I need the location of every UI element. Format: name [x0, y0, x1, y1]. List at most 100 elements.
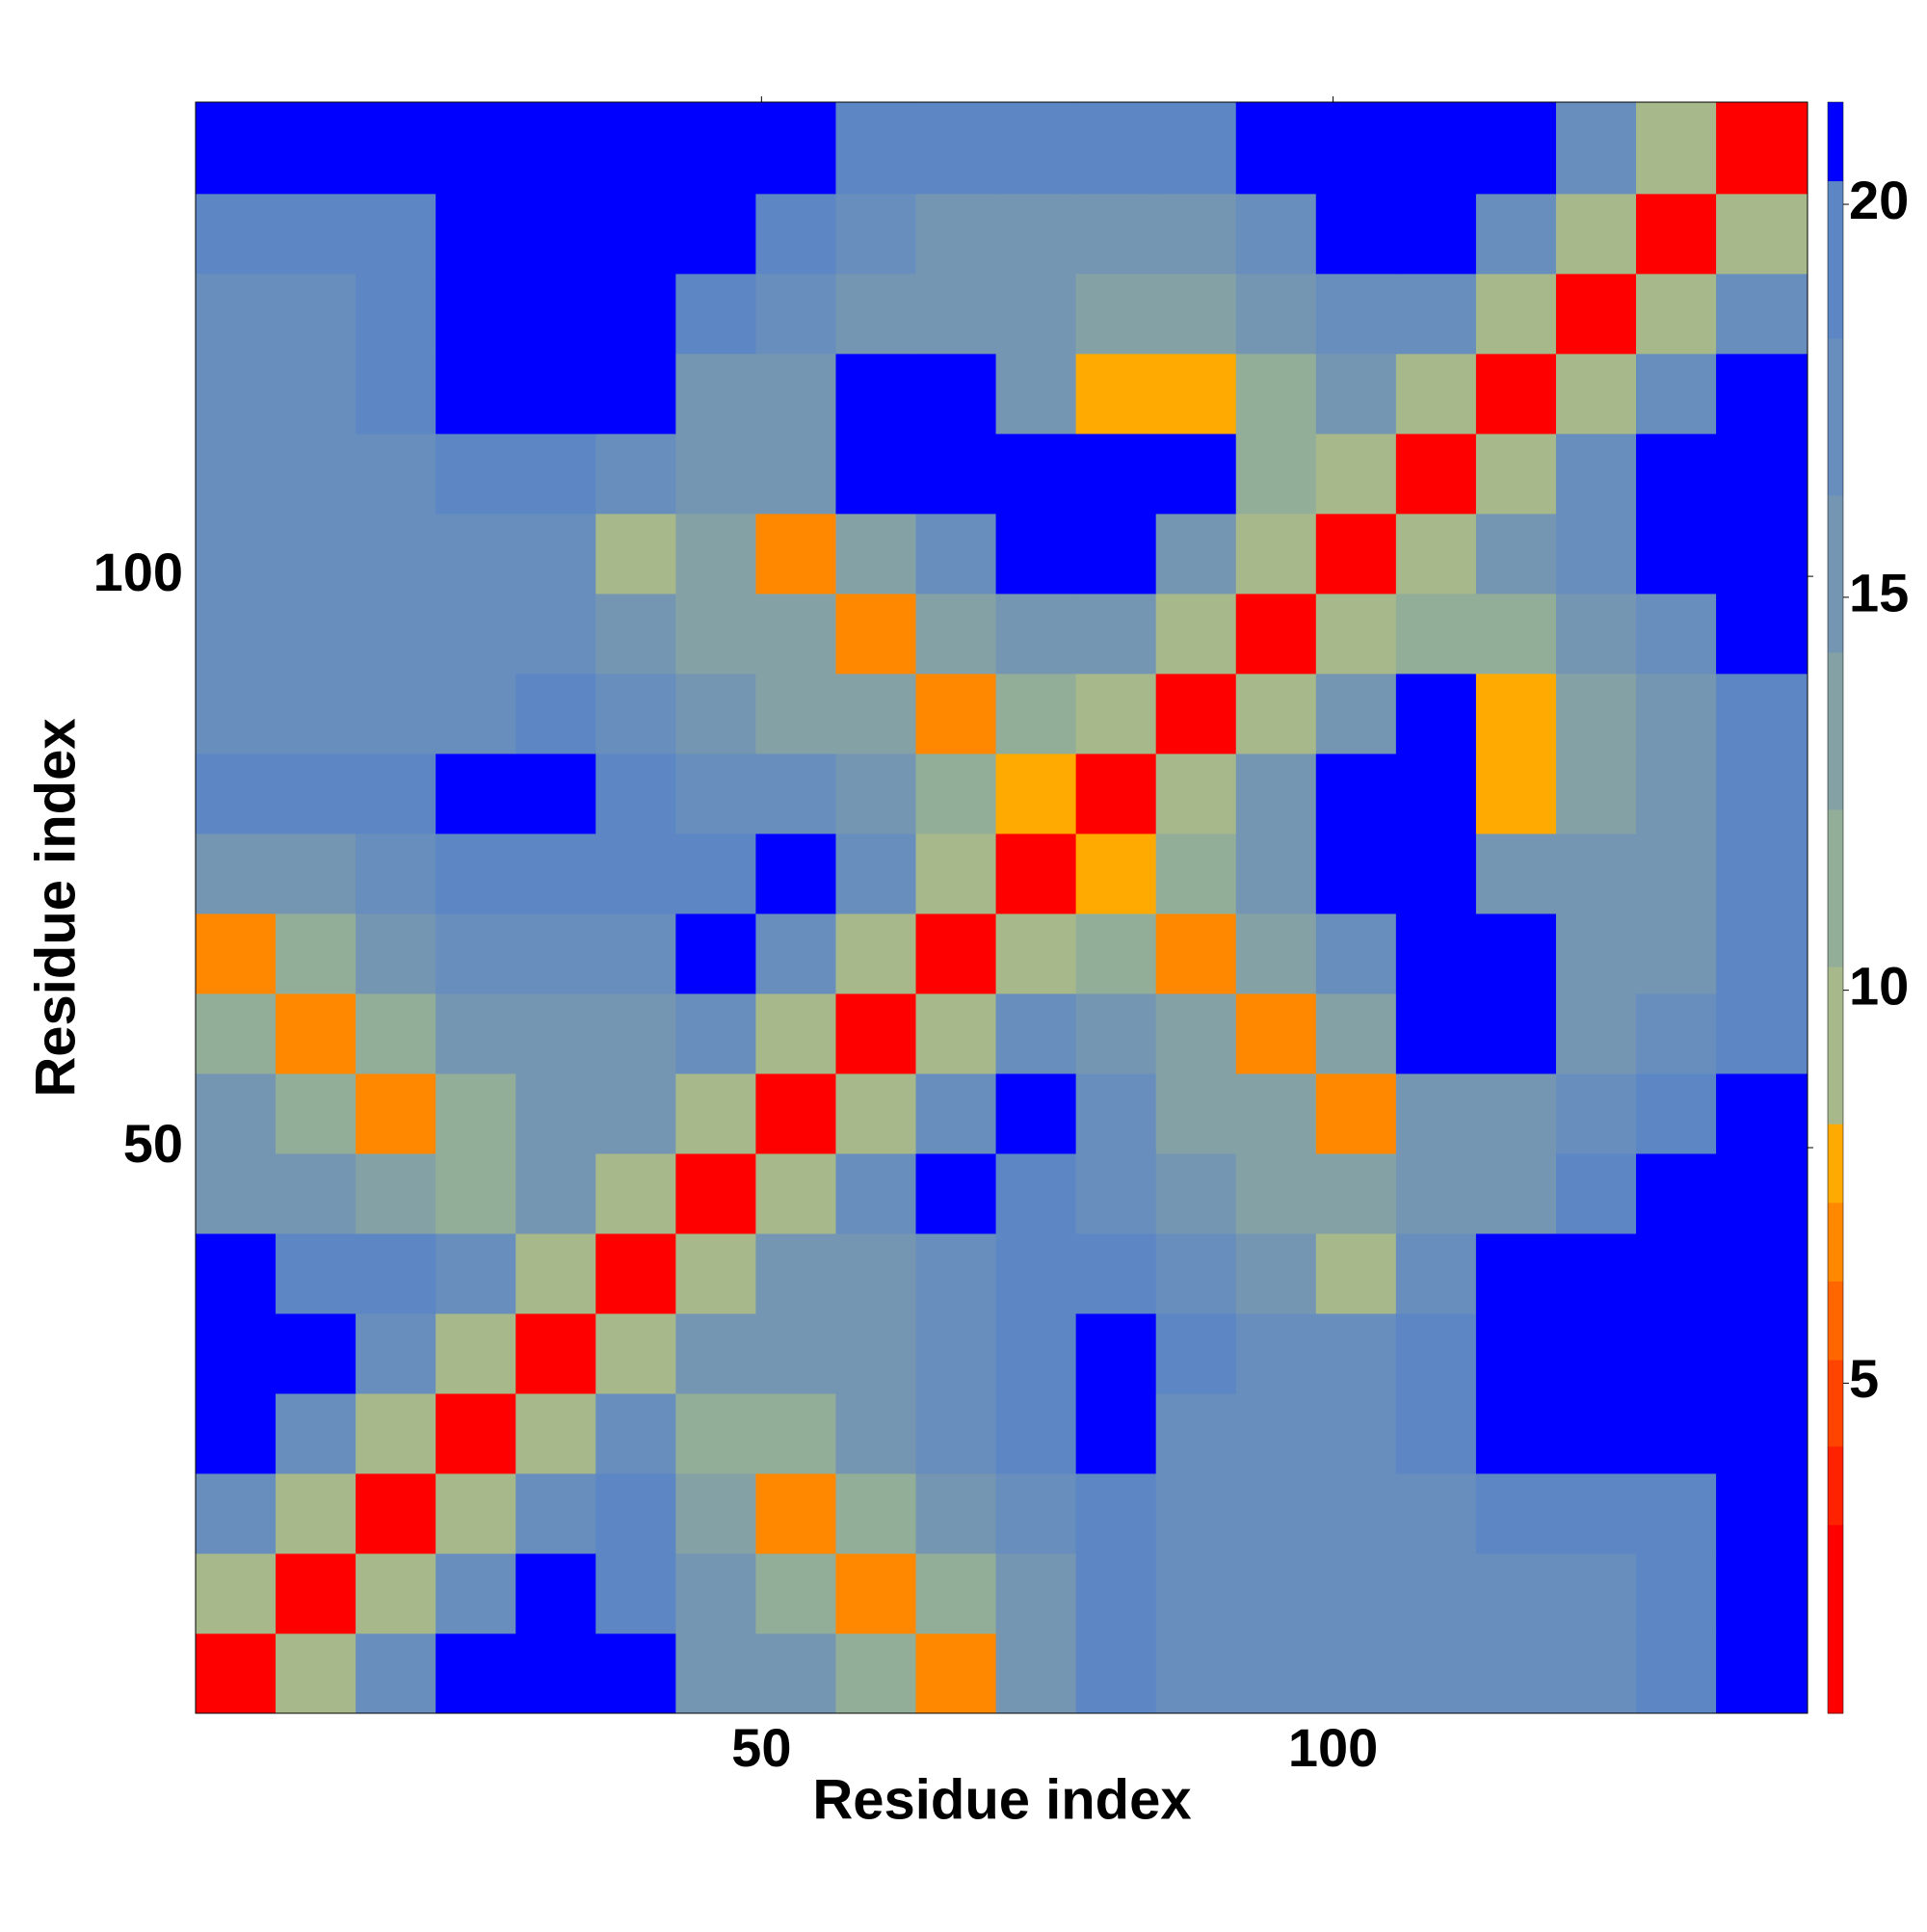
cell: [1075, 102, 1157, 195]
cell: [436, 1632, 516, 1714]
cell: [995, 833, 1077, 914]
cell: [356, 513, 436, 595]
cell: [1155, 593, 1237, 675]
cell: [995, 513, 1077, 595]
cell: [675, 353, 756, 435]
cell: [1315, 513, 1397, 595]
cell: [755, 1232, 836, 1314]
cell: [196, 1552, 277, 1634]
cell: [995, 1632, 1077, 1714]
cell: [755, 992, 836, 1074]
cell: [1235, 1632, 1317, 1714]
cell: [515, 1152, 596, 1234]
cell: [595, 1552, 676, 1634]
cell: [196, 193, 277, 275]
cell: [1636, 433, 1717, 515]
cell: [995, 433, 1077, 515]
cell: [595, 513, 676, 595]
cell: [1235, 593, 1317, 675]
cell: [595, 833, 676, 914]
cell: [1475, 1632, 1557, 1714]
cell: [356, 1392, 436, 1474]
cell: [1395, 102, 1477, 195]
cell: [515, 433, 596, 515]
cell: [1315, 1632, 1397, 1714]
cell: [276, 1472, 356, 1554]
cell: [1555, 433, 1637, 515]
cell: [1716, 513, 1808, 595]
cell: [276, 753, 356, 834]
cell: [356, 433, 436, 515]
cell: [1475, 513, 1557, 595]
cell: [675, 753, 756, 834]
cell: [1395, 833, 1477, 914]
cell: [595, 1232, 676, 1314]
cell: [1475, 273, 1557, 355]
y-tick-label: 100: [93, 542, 183, 602]
cell: [1155, 273, 1237, 355]
cell: [356, 1552, 436, 1634]
cell: [1555, 353, 1637, 435]
cell: [515, 1552, 596, 1634]
cell: [915, 1472, 997, 1554]
cell: [995, 1552, 1077, 1634]
cell: [1075, 913, 1157, 994]
colorbar-band: [1828, 1445, 1843, 1525]
cell: [675, 1472, 756, 1554]
cell: [1235, 273, 1317, 355]
cell: [436, 1392, 516, 1474]
cell: [1235, 353, 1317, 435]
cell: [1555, 913, 1637, 994]
cell: [1555, 833, 1637, 914]
cell: [276, 1152, 356, 1234]
cell: [1636, 992, 1717, 1074]
cell: [835, 1552, 917, 1634]
cell: [1315, 753, 1397, 834]
cell: [1395, 673, 1477, 754]
cell: [1475, 1232, 1557, 1314]
cell: [675, 1152, 756, 1234]
cell: [1315, 913, 1397, 994]
cell: [835, 513, 917, 595]
cell: [1475, 673, 1557, 754]
cell: [675, 193, 756, 275]
cell: [1315, 1552, 1397, 1634]
cell: [1315, 273, 1397, 355]
cell: [1235, 1472, 1317, 1554]
cell: [675, 513, 756, 595]
colorbar-band: [1828, 1202, 1843, 1282]
cell: [675, 913, 756, 994]
cell: [436, 353, 516, 435]
cell: [1395, 992, 1477, 1074]
cell: [595, 1152, 676, 1234]
cell: [675, 593, 756, 675]
cell: [1555, 1472, 1637, 1554]
cell: [1555, 1312, 1637, 1394]
cell: [276, 1632, 356, 1714]
cell: [915, 102, 997, 195]
cell: [515, 193, 596, 275]
cell: [515, 1392, 596, 1474]
cell: [595, 992, 676, 1074]
cell: [1475, 833, 1557, 914]
cell: [1555, 1152, 1637, 1234]
cell: [595, 1072, 676, 1154]
y-tick-label: 50: [123, 1113, 183, 1174]
cell: [1716, 1152, 1808, 1234]
cell: [915, 833, 997, 914]
cell: [675, 1552, 756, 1634]
cell: [755, 1472, 836, 1554]
cell: [1395, 1632, 1477, 1714]
plot-frame: [195, 101, 1808, 1714]
cell: [675, 1072, 756, 1154]
cell: [356, 1152, 436, 1234]
cell: [1155, 1072, 1237, 1154]
cell: [276, 593, 356, 675]
cell: [1155, 673, 1237, 754]
cell: [675, 1232, 756, 1314]
cell: [1636, 913, 1717, 994]
cell: [196, 1072, 277, 1154]
heatmap: [196, 102, 1808, 1714]
cell: [755, 1072, 836, 1154]
